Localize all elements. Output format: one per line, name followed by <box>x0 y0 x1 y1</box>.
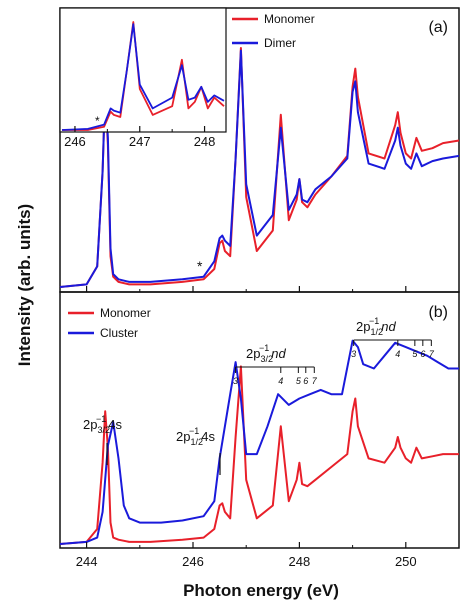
tick-label-b-244: 244 <box>76 554 98 569</box>
nd32-label-3: 3 <box>233 376 238 386</box>
tick-label-a-inset-246: 246 <box>64 134 86 149</box>
series-b-monomer <box>59 365 459 545</box>
x-axis-label: Photon energy (eV) <box>183 581 339 600</box>
anno-2p12-nd-sup: −1 <box>369 316 379 326</box>
legend-a-dimer-label: Dimer <box>264 36 296 50</box>
inset: 246 247 248 * <box>59 7 227 149</box>
tick-label-b-250: 250 <box>395 554 417 569</box>
anno-2p32-nd-tail: nd <box>271 346 286 361</box>
inset-plot <box>61 21 225 131</box>
anno-2p12-4s-sub: 1/2 <box>190 437 203 447</box>
inset-ticks: 246 247 248 <box>64 126 215 149</box>
anno-2p12-nd-main: 2p <box>356 319 370 334</box>
legend-b-cluster-label: Cluster <box>100 326 138 340</box>
nd32-label-7: 7 <box>312 376 318 386</box>
inset-frame <box>59 7 227 133</box>
panel-b: 244 246 248 250 (b) Monomer Cluster 2p3/2−1… <box>59 291 460 569</box>
panel-b-legend: Monomer Cluster <box>68 306 151 340</box>
anno-2p32-nd-text: 2p3/2−1 nd <box>246 343 286 364</box>
anno-2p32-4s-text: 2p3/2−1 4s <box>83 414 122 435</box>
anno-2p12-4s-text: 2p1/2−1 4s <box>176 426 215 447</box>
panel-b-ticks: 244 246 248 250 <box>76 542 460 569</box>
anno-2p12-4s-sup: −1 <box>189 426 199 436</box>
nd32-label-4: 4 <box>278 376 283 386</box>
series-a-dimer <box>59 49 460 288</box>
anno-2p12-4s-main: 2p <box>176 429 190 444</box>
anno-2p12-4s-tail: 4s <box>201 429 215 444</box>
anno-2p32-4s-sub: 3/2 <box>97 425 110 435</box>
anno-2p12-nd-sub: 1/2 <box>370 327 383 337</box>
panel-a: (a) Monomer Dimer * 246 247 248 * <box>59 7 460 293</box>
series-b-cluster <box>59 339 459 545</box>
anno-2p32-4s-sup: −1 <box>96 414 106 424</box>
nd12-label-3: 3 <box>351 349 356 359</box>
series-a-monomer <box>59 47 460 288</box>
anno-2p12-4s: 2p1/2−1 4s <box>176 426 221 475</box>
tick-label-b-248: 248 <box>289 554 311 569</box>
panel-b-frame <box>59 291 460 549</box>
anno-2p32-4s-tail: 4s <box>108 417 122 432</box>
anno-2p32-4s-main: 2p <box>83 417 97 432</box>
panel-b-plot <box>59 339 459 545</box>
anno-2p32-4s: 2p3/2−1 4s <box>83 414 122 465</box>
nd12-label-4: 4 <box>395 349 400 359</box>
tick-label-a-inset-248: 248 <box>194 134 216 149</box>
panel-a-label: (a) <box>428 19 448 36</box>
y-axis-label: Intensity (arb. units) <box>15 204 34 366</box>
anno-2p32-nd-main: 2p <box>246 346 260 361</box>
series-a-inset-dimer <box>61 23 225 131</box>
nd12-label-5: 5 <box>412 349 418 359</box>
anno-2p12-nd-text: 2p1/2−1 nd <box>356 316 396 337</box>
legend-a-monomer-label: Monomer <box>264 12 315 26</box>
nd32-label-5: 5 <box>296 376 302 386</box>
tick-label-a-inset-247: 247 <box>129 134 151 149</box>
anno-2p32-nd-sub: 3/2 <box>260 354 273 364</box>
panel-a-plot <box>59 47 460 288</box>
nd12-label-6: 6 <box>420 349 425 359</box>
panel-b-label: (b) <box>428 304 448 321</box>
panel-a-ticks <box>85 286 460 292</box>
legend-b-monomer-label: Monomer <box>100 306 151 320</box>
nd32-label-6: 6 <box>303 376 308 386</box>
nd12-label-7: 7 <box>429 349 435 359</box>
tick-label-b-246: 246 <box>182 554 204 569</box>
anno-2p32-nd-sup: −1 <box>259 343 269 353</box>
panel-a-legend: Monomer Dimer <box>232 12 315 50</box>
panel-a-star-annotation: * <box>197 258 203 274</box>
inset-star-annotation: * <box>95 114 100 128</box>
anno-2p12-nd-tail: nd <box>381 319 396 334</box>
